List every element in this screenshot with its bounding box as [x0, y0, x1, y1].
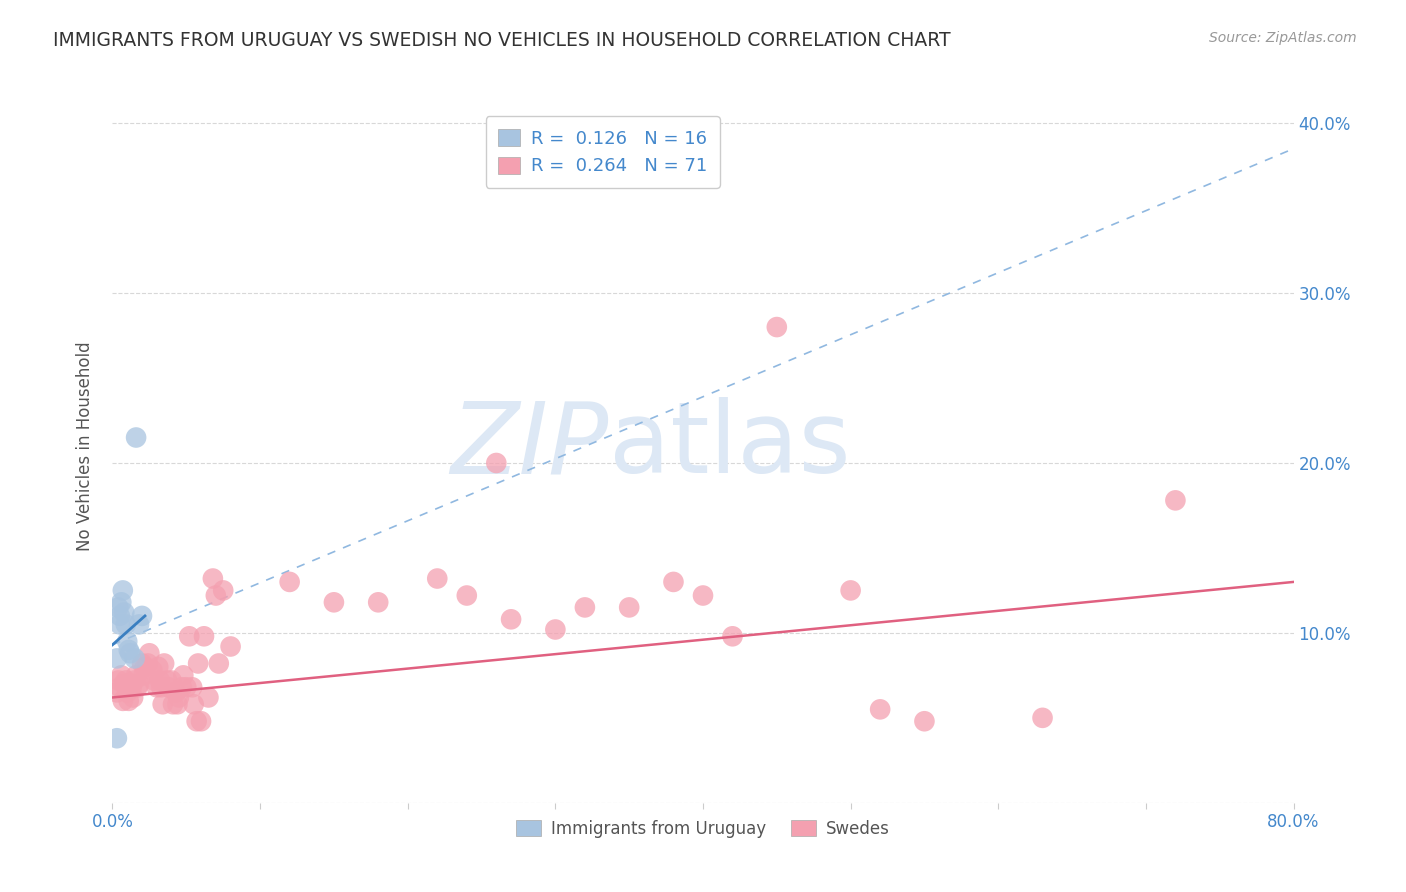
Point	[869, 702, 891, 716]
Point	[186, 714, 208, 729]
Point	[124, 673, 146, 688]
Point	[619, 600, 641, 615]
Point	[105, 685, 128, 699]
Point	[692, 589, 714, 603]
Point	[153, 657, 176, 671]
Point	[121, 680, 143, 694]
Point	[205, 589, 228, 603]
Point	[485, 456, 508, 470]
Point	[456, 589, 478, 603]
Legend: Immigrants from Uruguay, Swedes: Immigrants from Uruguay, Swedes	[509, 814, 897, 845]
Point	[156, 673, 179, 688]
Point	[142, 673, 165, 688]
Point	[162, 698, 184, 712]
Text: atlas: atlas	[609, 398, 851, 494]
Point	[150, 680, 173, 694]
Point	[105, 651, 128, 665]
Point	[187, 657, 209, 671]
Point	[120, 646, 142, 660]
Point	[105, 731, 128, 746]
Point	[160, 673, 183, 688]
Point	[157, 680, 180, 694]
Point	[132, 668, 155, 682]
Point	[152, 698, 174, 712]
Point	[138, 646, 160, 660]
Point	[219, 640, 242, 654]
Point	[208, 657, 231, 671]
Point	[125, 430, 148, 444]
Point	[914, 714, 936, 729]
Point	[172, 668, 194, 682]
Point	[323, 595, 346, 609]
Point	[112, 606, 135, 620]
Point	[114, 617, 136, 632]
Point	[131, 608, 153, 623]
Point	[107, 673, 129, 688]
Point	[117, 634, 138, 648]
Point	[118, 643, 141, 657]
Point	[167, 690, 190, 705]
Point	[181, 680, 204, 694]
Point	[766, 320, 789, 334]
Point	[110, 668, 132, 682]
Y-axis label: No Vehicles in Household: No Vehicles in Household	[76, 341, 94, 551]
Point	[122, 690, 145, 705]
Point	[128, 617, 150, 632]
Point	[146, 680, 169, 694]
Point	[118, 694, 141, 708]
Text: Source: ZipAtlas.com: Source: ZipAtlas.com	[1209, 31, 1357, 45]
Point	[166, 698, 188, 712]
Point	[574, 600, 596, 615]
Point	[662, 574, 685, 589]
Point	[183, 698, 205, 712]
Point	[426, 572, 449, 586]
Point	[108, 680, 131, 694]
Point	[165, 685, 187, 699]
Point	[179, 629, 201, 643]
Point	[125, 668, 148, 682]
Point	[1032, 711, 1054, 725]
Point	[110, 595, 132, 609]
Point	[721, 629, 744, 643]
Point	[190, 714, 212, 729]
Text: IMMIGRANTS FROM URUGUAY VS SWEDISH NO VEHICLES IN HOUSEHOLD CORRELATION CHART: IMMIGRANTS FROM URUGUAY VS SWEDISH NO VE…	[53, 31, 950, 50]
Point	[128, 677, 150, 691]
Point	[108, 608, 131, 623]
Point	[131, 657, 153, 671]
Point	[112, 677, 135, 691]
Point	[174, 680, 197, 694]
Point	[108, 617, 131, 632]
Point	[120, 677, 142, 691]
Point	[124, 651, 146, 665]
Point	[367, 595, 389, 609]
Point	[111, 694, 134, 708]
Point	[278, 574, 301, 589]
Point	[148, 660, 170, 674]
Point	[111, 583, 134, 598]
Point	[149, 673, 172, 688]
Point	[136, 657, 159, 671]
Point	[193, 629, 215, 643]
Point	[117, 685, 138, 699]
Point	[170, 680, 193, 694]
Point	[544, 623, 567, 637]
Text: ZIP: ZIP	[450, 398, 609, 494]
Point	[107, 600, 129, 615]
Point	[127, 680, 149, 694]
Point	[197, 690, 219, 705]
Point	[114, 673, 136, 688]
Point	[501, 612, 523, 626]
Point	[134, 660, 156, 674]
Point	[212, 583, 235, 598]
Point	[839, 583, 862, 598]
Point	[201, 572, 224, 586]
Point	[141, 663, 163, 677]
Point	[1164, 493, 1187, 508]
